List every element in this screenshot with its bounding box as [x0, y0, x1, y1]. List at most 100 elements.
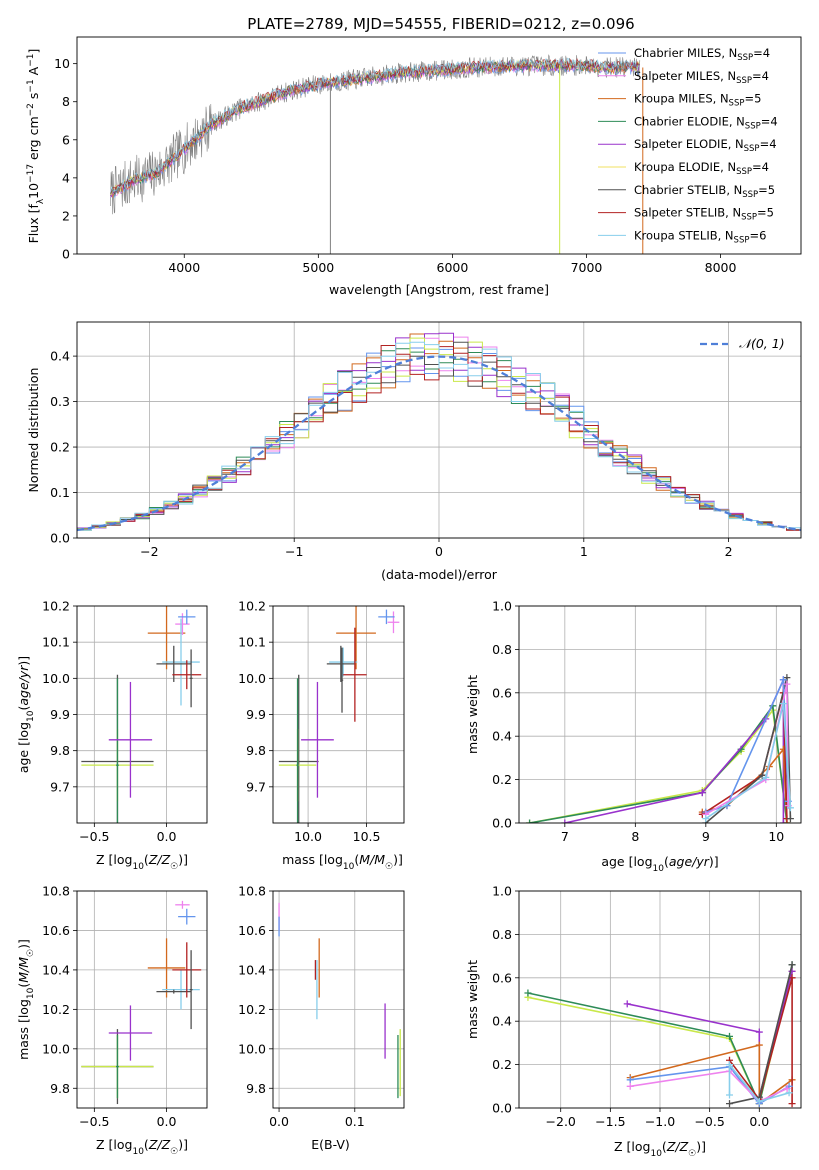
legend-label: Kroupa ELODIE, NSSP=4 — [634, 160, 769, 177]
y-tick-label: 0.2 — [492, 1057, 512, 1072]
x-tick-label: 10 — [768, 829, 784, 844]
y-tick-label: 0.4 — [50, 349, 70, 364]
y-tick-label: 2 — [62, 208, 70, 223]
y-tick-label: 10.0 — [238, 671, 266, 686]
y-tick-label: 9.8 — [50, 743, 70, 758]
age-vs-mass-panel: 10.0 10.5 9.7 9.8 9.9 10.0 10.1 10.2 mass [log10… — [238, 599, 405, 872]
normal-distribution-curve — [77, 355, 801, 532]
x-tick-label: 0.1 — [345, 1114, 365, 1129]
weight-point-marker — [755, 1097, 763, 1105]
weight-point-marker — [783, 674, 791, 682]
y-tick-label: 0.2 — [492, 772, 512, 787]
plot-area — [278, 606, 400, 823]
x-axis-label: E(B-V) — [311, 1137, 350, 1152]
weight-line — [529, 708, 788, 823]
x-tick-label: 6000 — [437, 260, 469, 275]
weight-point-marker — [561, 819, 569, 823]
weight-point-marker — [524, 989, 532, 997]
y-tick-label: 10.2 — [42, 1002, 70, 1017]
y-tick-label: 10.4 — [238, 962, 266, 977]
legend-label: Chabrier STELIB, NSSP=5 — [634, 183, 775, 200]
weight-point-marker — [783, 680, 791, 688]
axes-frame — [272, 605, 405, 824]
mass-vs-metallicity-panel: −0.5 0.0 9.8 10.0 10.2 10.4 10.6 10.8 Z [log10(Z… — [16, 884, 208, 1157]
x-tick-label: −0.5 — [79, 1114, 109, 1129]
y-tick-label: 1.0 — [492, 599, 512, 614]
plot-area — [81, 900, 202, 1105]
weight-point-marker — [726, 1032, 734, 1040]
weight-point-marker — [783, 1084, 791, 1092]
y-tick-label: 0.6 — [492, 685, 512, 700]
legend-label: Salpeter MILES, NSSP=4 — [634, 69, 769, 86]
weight-point-marker — [779, 676, 787, 684]
legend-label: Kroupa MILES, NSSP=5 — [634, 92, 761, 109]
weight-point-marker — [726, 1100, 734, 1108]
grid-lines — [519, 605, 801, 824]
y-tick-label: 0.4 — [492, 729, 512, 744]
grid-lines — [77, 890, 207, 1108]
y-tick-label: 0.3 — [50, 394, 70, 409]
weight-point-marker — [788, 974, 796, 982]
weight-line — [529, 703, 788, 823]
y-tick-label: 9.7 — [246, 779, 266, 794]
y-axis-label: mass [log10(M/M☉)] — [16, 939, 36, 1060]
legend-label: 𝒩(0, 1) — [739, 336, 785, 351]
grid-lines — [273, 605, 404, 823]
y-tick-label: 10.2 — [238, 599, 266, 614]
weight-vs-age-panel: 7 8 9 10 0.0 0.2 0.4 0.6 0.8 1.0 age [log10(age/yr… — [465, 599, 802, 874]
x-axis-label: Z [log10(Z/Z☉)] — [96, 852, 188, 872]
y-tick-label: 10.6 — [42, 923, 70, 938]
y-tick-label: 0.0 — [492, 816, 512, 831]
y-tick-label: 0.6 — [492, 970, 512, 985]
x-axis-label: Z [log10(Z/Z☉)] — [614, 1139, 706, 1159]
model-spectrum-line — [110, 57, 640, 193]
x-tick-label: −0.5 — [79, 829, 109, 844]
axes-frame — [272, 890, 405, 1109]
weight-point-marker — [788, 961, 796, 969]
legend-label: Chabrier ELODIE, NSSP=4 — [634, 114, 778, 131]
x-tick-label: −1.0 — [645, 1114, 675, 1129]
y-axis-label: Flux [fλ10−17 erg cm−2 s−1 A−1] — [26, 49, 46, 244]
y-tick-label: 10.2 — [238, 1002, 266, 1017]
axes-frame — [518, 605, 802, 824]
x-tick-label: 8 — [631, 829, 639, 844]
weight-point-marker — [726, 1091, 734, 1099]
grid-lines — [77, 605, 207, 823]
x-tick-label: 7000 — [571, 260, 603, 275]
weight-line — [630, 1044, 793, 1106]
y-axis-label: Normed distribution — [26, 368, 41, 493]
weight-point-marker — [779, 700, 787, 708]
weight-point-marker — [786, 804, 794, 812]
x-tick-label: 5000 — [302, 260, 334, 275]
weight-point-marker — [786, 815, 794, 823]
x-tick-label: −2 — [140, 544, 158, 559]
x-axis-label: wavelength [Angstrom, rest frame] — [329, 282, 549, 297]
x-tick-label: 2 — [725, 544, 733, 559]
weight-point-marker — [758, 771, 766, 779]
x-tick-label: 0 — [435, 544, 443, 559]
weight-point-marker — [623, 1000, 631, 1008]
axes-frame — [518, 890, 802, 1109]
y-tick-label: 0 — [62, 247, 70, 262]
x-tick-label: −2.0 — [546, 1114, 576, 1129]
y-tick-label: 0.0 — [50, 531, 70, 546]
residuals-panel: −2 −1 0 1 2 0.0 0.1 0.2 0.3 0.4 𝒩(0, 1) (data-model… — [26, 321, 802, 582]
x-tick-label: 10.0 — [294, 829, 322, 844]
y-axis-label: mass weight — [465, 960, 480, 1039]
weight-line — [630, 1070, 788, 1103]
y-tick-label: 10.0 — [42, 1041, 70, 1056]
plot-area — [524, 961, 796, 1108]
x-axis-label: (data-model)/error — [381, 567, 498, 582]
weight-point-marker — [626, 1076, 634, 1084]
y-tick-label: 9.9 — [246, 707, 266, 722]
weight-line — [729, 964, 793, 1105]
plot-area — [110, 54, 644, 254]
y-tick-label: 10.1 — [42, 635, 70, 650]
y-tick-label: 0.1 — [50, 485, 70, 500]
axes-frame — [76, 605, 208, 824]
x-tick-label: 0.0 — [269, 1114, 289, 1129]
axes-frame — [76, 321, 802, 539]
y-tick-label: 9.9 — [50, 707, 70, 722]
weight-line — [728, 1062, 790, 1103]
